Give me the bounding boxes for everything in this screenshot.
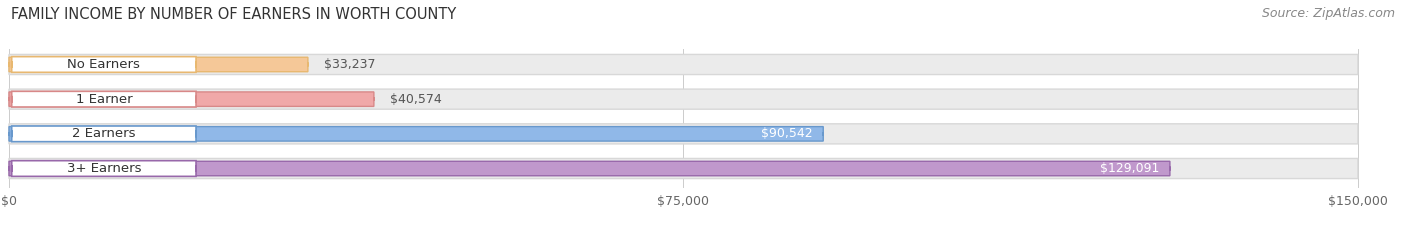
Text: 2 Earners: 2 Earners (72, 127, 135, 140)
Text: $129,091: $129,091 (1099, 162, 1159, 175)
FancyBboxPatch shape (11, 161, 195, 176)
Text: 3+ Earners: 3+ Earners (66, 162, 141, 175)
FancyBboxPatch shape (11, 126, 195, 142)
FancyBboxPatch shape (11, 91, 195, 107)
Text: $40,574: $40,574 (389, 93, 441, 106)
FancyBboxPatch shape (8, 124, 1358, 144)
Text: Source: ZipAtlas.com: Source: ZipAtlas.com (1261, 7, 1395, 20)
FancyBboxPatch shape (11, 57, 195, 72)
FancyBboxPatch shape (8, 161, 1170, 176)
FancyBboxPatch shape (8, 127, 824, 141)
Text: $90,542: $90,542 (761, 127, 813, 140)
FancyBboxPatch shape (8, 89, 1358, 109)
Text: $33,237: $33,237 (323, 58, 375, 71)
Text: FAMILY INCOME BY NUMBER OF EARNERS IN WORTH COUNTY: FAMILY INCOME BY NUMBER OF EARNERS IN WO… (11, 7, 457, 22)
FancyBboxPatch shape (8, 57, 308, 72)
FancyBboxPatch shape (8, 158, 1358, 178)
FancyBboxPatch shape (8, 55, 1358, 75)
Text: 1 Earner: 1 Earner (76, 93, 132, 106)
FancyBboxPatch shape (8, 92, 374, 106)
Text: No Earners: No Earners (67, 58, 141, 71)
